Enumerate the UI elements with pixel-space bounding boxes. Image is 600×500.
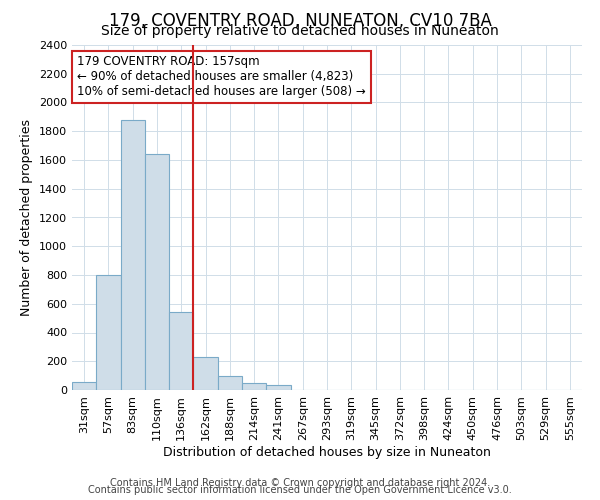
Bar [145, 154, 169, 390]
Bar [218, 376, 242, 390]
Bar [72, 382, 96, 390]
Y-axis label: Number of detached properties: Number of detached properties [20, 119, 34, 316]
Bar [193, 357, 218, 390]
Text: Size of property relative to detached houses in Nuneaton: Size of property relative to detached ho… [101, 24, 499, 38]
Bar [266, 386, 290, 390]
Text: 179 COVENTRY ROAD: 157sqm
← 90% of detached houses are smaller (4,823)
10% of se: 179 COVENTRY ROAD: 157sqm ← 90% of detac… [77, 56, 366, 98]
Bar [121, 120, 145, 390]
Text: 179, COVENTRY ROAD, NUNEATON, CV10 7BA: 179, COVENTRY ROAD, NUNEATON, CV10 7BA [109, 12, 491, 30]
X-axis label: Distribution of detached houses by size in Nuneaton: Distribution of detached houses by size … [163, 446, 491, 458]
Bar [242, 383, 266, 390]
Bar [96, 275, 121, 390]
Bar [169, 312, 193, 390]
Text: Contains public sector information licensed under the Open Government Licence v3: Contains public sector information licen… [88, 485, 512, 495]
Text: Contains HM Land Registry data © Crown copyright and database right 2024.: Contains HM Land Registry data © Crown c… [110, 478, 490, 488]
